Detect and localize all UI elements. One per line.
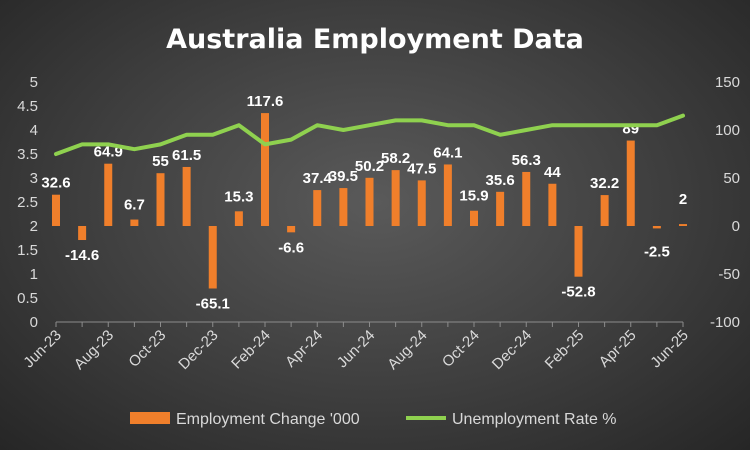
bar-employment-change bbox=[339, 188, 348, 226]
bar-data-label: 47.5 bbox=[407, 160, 436, 177]
x-axis-tick-label: Jun-23 bbox=[20, 327, 64, 371]
bar-data-label: -14.6 bbox=[65, 247, 99, 264]
bar-employment-change bbox=[182, 166, 191, 226]
x-axis-tick-label: Aug-24 bbox=[384, 327, 430, 373]
x-axis-tick-label: Oct-23 bbox=[125, 327, 169, 371]
bar-employment-change bbox=[574, 226, 583, 277]
bar-data-label: -65.1 bbox=[196, 295, 230, 312]
bar-data-label: 44 bbox=[544, 164, 561, 181]
x-axis-tick-label: Jun-24 bbox=[334, 327, 378, 371]
right-axis-tick-label: 50 bbox=[723, 170, 740, 187]
bar-employment-change bbox=[522, 171, 531, 226]
right-axis-tick-label: 0 bbox=[732, 218, 740, 235]
bar-employment-change bbox=[287, 226, 296, 233]
bar-employment-change bbox=[234, 211, 243, 226]
x-axis-tick-label: Aug-23 bbox=[71, 327, 117, 373]
bar-data-label: 58.2 bbox=[381, 150, 410, 167]
bar-employment-change bbox=[130, 219, 139, 226]
right-axis-tick-label: 100 bbox=[715, 122, 740, 139]
bar-data-label: 89 bbox=[622, 121, 639, 138]
x-axis-tick-label: Apr-24 bbox=[282, 327, 326, 371]
chart-title: Australia Employment Data bbox=[166, 24, 584, 55]
bar-employment-change bbox=[600, 195, 609, 226]
plot-area: 0 0.5 1 1.5 2 2.5 3 3.5 4 4.5 5 -100 -50 0 50 100 150 32.… bbox=[17, 74, 740, 373]
left-axis-tick-label: 4 bbox=[30, 122, 38, 139]
bar-data-label: 61.5 bbox=[172, 147, 201, 164]
bar-employment-change bbox=[679, 224, 687, 226]
line-unemployment-rate bbox=[54, 113, 685, 156]
bar-employment-change bbox=[52, 194, 60, 226]
bar-data-label: 32.6 bbox=[41, 175, 70, 192]
bar-data-label: 37.4 bbox=[303, 170, 333, 187]
bar-employment-change bbox=[365, 177, 374, 226]
bar-employment-change bbox=[391, 170, 400, 226]
bar-data-label: 55 bbox=[152, 153, 169, 170]
bar-employment-change bbox=[417, 180, 426, 226]
bar-employment-change bbox=[104, 163, 113, 226]
bar-data-label: -6.6 bbox=[278, 239, 304, 256]
left-axis-tick-label: 3 bbox=[30, 170, 38, 187]
x-axis-tick-label: Feb-24 bbox=[228, 327, 274, 373]
bar-data-label: 39.5 bbox=[329, 168, 358, 185]
x-axis-tick-label: Dec-24 bbox=[489, 327, 535, 373]
bar-data-label: 117.6 bbox=[247, 93, 284, 110]
bar-data-label: 2 bbox=[679, 191, 687, 208]
right-axis-tick-label: 150 bbox=[715, 74, 740, 91]
bar-data-label: -52.8 bbox=[561, 284, 595, 301]
bar-data-label: 35.6 bbox=[486, 172, 515, 189]
legend: Employment Change '000 Unemployment Rate… bbox=[130, 411, 617, 428]
left-axis-tick-label: 3.5 bbox=[17, 146, 38, 163]
bar-data-label: 64.1 bbox=[433, 144, 462, 161]
bar-employment-change bbox=[261, 113, 269, 226]
left-axis-tick-label: 1 bbox=[30, 266, 38, 283]
x-axis-tick-label: Jun-25 bbox=[647, 327, 691, 371]
bar-employment-change bbox=[313, 190, 322, 226]
bar-employment-change bbox=[548, 183, 557, 226]
left-axis-tick-label: 0.5 bbox=[17, 290, 38, 307]
left-axis-tick-label: 5 bbox=[30, 74, 38, 91]
bar-employment-change bbox=[626, 140, 635, 226]
x-axis-tick-label: Apr-25 bbox=[596, 327, 640, 371]
right-axis-tick-label: -50 bbox=[718, 266, 740, 283]
x-axis-tick-label: Dec-23 bbox=[175, 327, 221, 373]
bar-data-label: 64.9 bbox=[94, 144, 123, 161]
x-axis-tick-label: Oct-24 bbox=[439, 327, 483, 371]
left-axis-tick-label: 0 bbox=[30, 314, 38, 331]
bar-data-label: 56.3 bbox=[512, 152, 541, 169]
x-axis-tick-label: Feb-25 bbox=[542, 327, 588, 373]
right-axis-tick-label: -100 bbox=[710, 314, 740, 331]
left-axis-tick-label: 1.5 bbox=[17, 242, 38, 259]
legend-swatch-employment-change bbox=[130, 412, 170, 424]
bar-employment-change bbox=[208, 226, 217, 289]
bar-employment-change bbox=[496, 191, 505, 226]
legend-label-employment-change: Employment Change '000 bbox=[176, 411, 360, 428]
bar-employment-change bbox=[652, 226, 661, 229]
bar-data-label: -2.5 bbox=[644, 243, 670, 260]
legend-label-unemployment-rate: Unemployment Rate % bbox=[452, 411, 617, 428]
bar-employment-change bbox=[470, 210, 478, 226]
bar-data-label: 50.2 bbox=[355, 158, 384, 175]
left-axis-tick-label: 2.5 bbox=[17, 194, 38, 211]
bar-data-label: 6.7 bbox=[124, 197, 145, 214]
bar-employment-change bbox=[443, 164, 452, 226]
left-axis-tick-label: 4.5 bbox=[17, 98, 38, 115]
bar-employment-change bbox=[78, 226, 87, 241]
bar-employment-change bbox=[156, 173, 165, 226]
bar-data-label: 15.9 bbox=[459, 188, 488, 205]
bar-data-label: 32.2 bbox=[590, 175, 619, 192]
left-axis-tick-label: 2 bbox=[30, 218, 38, 235]
bar-data-label: 15.3 bbox=[224, 188, 253, 205]
